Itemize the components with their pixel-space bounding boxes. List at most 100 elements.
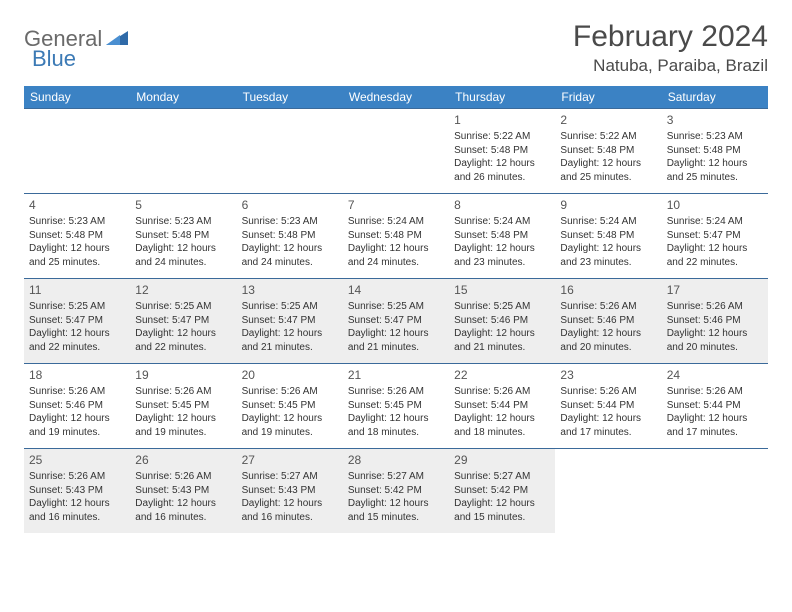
day-cell: 25Sunrise: 5:26 AMSunset: 5:43 PMDayligh…: [24, 449, 130, 533]
sunset-text: Sunset: 5:45 PM: [242, 399, 338, 413]
day-number: 29: [454, 452, 550, 468]
daylight-text: Daylight: 12 hours and 21 minutes.: [242, 327, 338, 354]
daylight-text: Daylight: 12 hours and 15 minutes.: [348, 497, 444, 524]
day-number: 17: [667, 282, 763, 298]
sunset-text: Sunset: 5:48 PM: [560, 229, 656, 243]
sunset-text: Sunset: 5:47 PM: [29, 314, 125, 328]
sunrise-text: Sunrise: 5:25 AM: [29, 300, 125, 314]
day-headers-row: SundayMondayTuesdayWednesdayThursdayFrid…: [24, 86, 768, 108]
sunrise-text: Sunrise: 5:24 AM: [348, 215, 444, 229]
day-header: Wednesday: [343, 86, 449, 108]
week-row: 4 Sunrise: 5:23 AM Sunset: 5:48 PM Daylight…: [24, 193, 768, 278]
sunrise-text: Sunrise: 5:26 AM: [454, 385, 550, 399]
day-cell: 6Sunrise: 5:23 AMSunset: 5:48 PMDaylight…: [237, 194, 343, 278]
day-header: Friday: [555, 86, 661, 108]
daylight-text: Daylight: 12 hours and 17 minutes.: [560, 412, 656, 439]
sunset-text: Sunset: 5:44 PM: [454, 399, 550, 413]
day-cell: 17Sunrise: 5:26 AMSunset: 5:46 PMDayligh…: [662, 279, 768, 363]
day-number: 2: [560, 112, 656, 128]
sunrise-text: Sunrise: 5:24 AM: [667, 215, 763, 229]
day-number: 15: [454, 282, 550, 298]
day-number: 11: [29, 282, 125, 298]
day-cell: 18Sunrise: 5:26 AMSunset: 5:46 PMDayligh…: [24, 364, 130, 448]
daylight-text: Daylight: 12 hours and 23 minutes.: [454, 242, 550, 269]
day-number: 9: [560, 197, 656, 213]
day-number: 22: [454, 367, 550, 383]
day-cell: 8Sunrise: 5:24 AMSunset: 5:48 PMDaylight…: [449, 194, 555, 278]
day-cell: 5Sunrise: 5:23 AMSunset: 5:48 PMDaylight…: [130, 194, 236, 278]
day-cell: 11Sunrise: 5:25 AMSunset: 5:47 PMDayligh…: [24, 279, 130, 363]
sunset-text: Sunset: 5:47 PM: [242, 314, 338, 328]
sunrise-text: Sunrise: 5:26 AM: [29, 470, 125, 484]
daylight-text: Daylight: 12 hours and 16 minutes.: [29, 497, 125, 524]
day-cell: 13 Sunrise: 5:25 AMSunset: 5:47 PMDayligh…: [237, 279, 343, 363]
day-number: 8: [454, 197, 550, 213]
day-cell: [343, 109, 449, 193]
sunrise-text: Sunrise: 5:25 AM: [242, 300, 338, 314]
day-cell: 29Sunrise: 5:27 AMSunset: 5:42 PMDayligh…: [449, 449, 555, 533]
sunrise-text: Sunrise: 5:26 AM: [560, 300, 656, 314]
week-row: 1 Sunrise: 5:22 AM Sunset: 5:48 PM Daylight…: [24, 108, 768, 193]
sunrise-text: Sunrise: 5:26 AM: [560, 385, 656, 399]
day-number: 18: [29, 367, 125, 383]
daylight-text: Daylight: 12 hours and 25 minutes.: [667, 157, 763, 184]
day-number: 20: [242, 367, 338, 383]
sunrise-text: Sunrise: 5:25 AM: [348, 300, 444, 314]
daylight-text: Daylight: 12 hours and 21 minutes.: [454, 327, 550, 354]
sunset-text: Sunset: 5:46 PM: [29, 399, 125, 413]
day-number: 1: [454, 112, 550, 128]
day-number: 23: [560, 367, 656, 383]
day-number: 28: [348, 452, 444, 468]
logo-text-blue: Blue: [32, 46, 76, 71]
week-row: 11Sunrise: 5:25 AMSunset: 5:47 PMDayligh…: [24, 278, 768, 363]
sunset-text: Sunset: 5:47 PM: [348, 314, 444, 328]
day-number: 6: [242, 197, 338, 213]
sunrise-text: Sunrise: 5:23 AM: [667, 130, 763, 144]
day-cell: 27Sunrise: 5:27 AMSunset: 5:43 PMDayligh…: [237, 449, 343, 533]
day-number: 25: [29, 452, 125, 468]
day-cell: [662, 449, 768, 533]
sunset-text: Sunset: 5:48 PM: [454, 144, 550, 158]
day-cell: 19Sunrise: 5:26 AMSunset: 5:45 PMDayligh…: [130, 364, 236, 448]
daylight-text: Daylight: 12 hours and 15 minutes.: [454, 497, 550, 524]
sunset-text: Sunset: 5:44 PM: [560, 399, 656, 413]
week-row: 18 Sunrise: 5:26 AM Sunset: 5:46 PM Dayligh…: [24, 363, 768, 448]
day-number: 4: [29, 197, 125, 213]
day-number: 19: [135, 367, 231, 383]
day-cell: 2Sunrise: 5:22 AMSunset: 5:48 PMDaylight…: [555, 109, 661, 193]
day-cell: 3Sunrise: 5:23 AMSunset: 5:48 PMDaylight…: [662, 109, 768, 193]
sunrise-text: Sunrise: 5:24 AM: [560, 215, 656, 229]
sunrise-text: Sunrise: 5:26 AM: [135, 470, 231, 484]
daylight-text: Daylight: 12 hours and 25 minutes.: [560, 157, 656, 184]
day-number: 24: [667, 367, 763, 383]
sunrise-text: Sunrise: 5:24 AM: [454, 215, 550, 229]
sunrise-text: Sunrise: 5:27 AM: [242, 470, 338, 484]
day-number: 12: [135, 282, 231, 298]
sunrise-text: Sunrise: 5:26 AM: [135, 385, 231, 399]
day-number: 27: [242, 452, 338, 468]
logo-sub: Blue: [32, 46, 76, 72]
daylight-text: Daylight: 12 hours and 20 minutes.: [560, 327, 656, 354]
sunrise-text: Sunrise: 5:23 AM: [242, 215, 338, 229]
daylight-text: Daylight: 12 hours and 21 minutes.: [348, 327, 444, 354]
day-cell: 9Sunrise: 5:24 AMSunset: 5:48 PMDaylight…: [555, 194, 661, 278]
day-number: 21: [348, 367, 444, 383]
day-cell: 22Sunrise: 5:26 AMSunset: 5:44 PMDayligh…: [449, 364, 555, 448]
location: Natuba, Paraiba, Brazil: [573, 56, 768, 76]
daylight-text: Daylight: 12 hours and 16 minutes.: [242, 497, 338, 524]
day-number: 13: [242, 282, 338, 298]
sunrise-text: Sunrise: 5:27 AM: [454, 470, 550, 484]
day-cell: 4Sunrise: 5:23 AMSunset: 5:48 PMDaylight…: [24, 194, 130, 278]
sunset-text: Sunset: 5:47 PM: [667, 229, 763, 243]
sunset-text: Sunset: 5:44 PM: [667, 399, 763, 413]
day-cell: 23 Sunrise: 5:26 AMSunset: 5:44 PMDayligh…: [555, 364, 661, 448]
calendar: SundayMondayTuesdayWednesdayThursdayFrid…: [24, 86, 768, 533]
daylight-text: Daylight: 12 hours and 24 minutes.: [348, 242, 444, 269]
day-cell: [237, 109, 343, 193]
sunrise-text: Sunrise: 5:22 AM: [560, 130, 656, 144]
daylight-text: Daylight: 12 hours and 19 minutes.: [135, 412, 231, 439]
sunset-text: Sunset: 5:47 PM: [135, 314, 231, 328]
daylight-text: Daylight: 12 hours and 20 minutes.: [667, 327, 763, 354]
daylight-text: Daylight: 12 hours and 16 minutes.: [135, 497, 231, 524]
calendar-body: 1 Sunrise: 5:22 AM Sunset: 5:48 PM Daylight…: [24, 108, 768, 533]
